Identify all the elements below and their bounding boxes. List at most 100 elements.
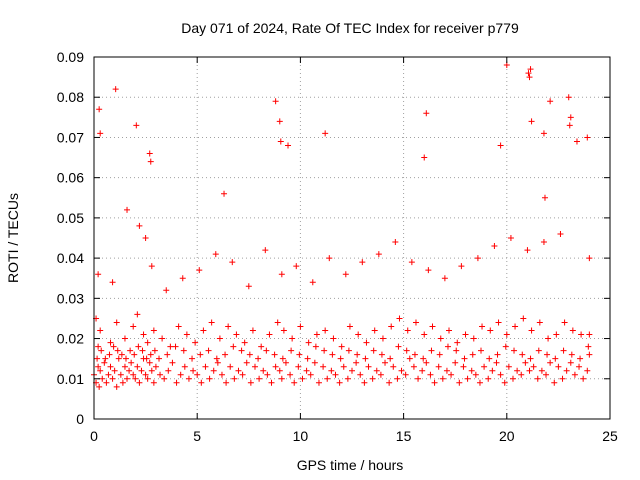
- data-point: [144, 375, 151, 382]
- data-point: [320, 363, 327, 370]
- data-point: [152, 363, 159, 370]
- data-point: [474, 255, 481, 262]
- y-tick-label: 0.09: [57, 49, 84, 65]
- data-point: [412, 319, 419, 326]
- data-point: [109, 279, 116, 286]
- data-point: [159, 335, 166, 342]
- data-point: [378, 351, 385, 358]
- data-point: [279, 355, 286, 362]
- data-point: [586, 255, 593, 262]
- data-point: [305, 339, 312, 346]
- data-point: [448, 371, 455, 378]
- data-point: [511, 347, 518, 354]
- data-point: [535, 347, 542, 354]
- data-point: [544, 351, 551, 358]
- data-point: [277, 138, 284, 145]
- data-point: [420, 355, 427, 362]
- x-tick-label: 10: [293, 428, 309, 444]
- data-point: [165, 367, 172, 374]
- data-point: [501, 379, 508, 386]
- data-point: [538, 367, 545, 374]
- data-point: [577, 355, 584, 362]
- data-point: [454, 339, 461, 346]
- data-point: [138, 367, 145, 374]
- data-point: [95, 343, 102, 350]
- data-point: [295, 363, 302, 370]
- data-point: [132, 375, 139, 382]
- data-point: [387, 355, 394, 362]
- chart-title: Day 071 of 2024, Rate Of TEC Index for r…: [181, 20, 519, 36]
- data-point: [528, 118, 535, 125]
- data-point: [553, 331, 560, 338]
- data-point: [212, 251, 219, 258]
- data-point: [272, 363, 279, 370]
- data-point: [131, 351, 138, 358]
- data-point: [370, 347, 377, 354]
- data-point: [309, 279, 316, 286]
- data-point: [557, 230, 564, 237]
- data-point: [285, 142, 292, 149]
- data-point: [462, 331, 469, 338]
- data-point: [428, 347, 435, 354]
- data-points: [91, 62, 593, 390]
- data-point: [97, 327, 104, 334]
- data-point: [560, 347, 567, 354]
- data-point: [423, 110, 430, 117]
- data-point: [121, 363, 128, 370]
- data-point: [578, 331, 585, 338]
- data-point: [530, 363, 537, 370]
- data-point: [359, 259, 366, 266]
- data-point: [289, 335, 296, 342]
- data-point: [175, 323, 182, 330]
- y-tick-label: 0.05: [57, 210, 84, 226]
- data-point: [431, 379, 438, 386]
- data-point: [509, 375, 516, 382]
- y-tick-label: 0.03: [57, 290, 84, 306]
- data-point: [163, 287, 170, 294]
- data-point: [143, 355, 150, 362]
- data-point: [221, 190, 228, 197]
- data-point: [280, 327, 287, 334]
- data-point: [353, 359, 360, 366]
- data-point: [410, 363, 417, 370]
- data-point: [147, 158, 154, 165]
- data-point: [264, 371, 271, 378]
- data-point: [436, 351, 443, 358]
- data-point: [97, 367, 104, 374]
- y-tick-label: 0.08: [57, 89, 84, 105]
- data-point: [238, 347, 245, 354]
- data-point: [502, 343, 509, 350]
- data-point: [456, 379, 463, 386]
- data-point: [313, 331, 320, 338]
- data-point: [245, 283, 252, 290]
- data-point: [534, 375, 541, 382]
- data-point: [146, 150, 153, 157]
- data-point: [444, 343, 451, 350]
- data-point: [96, 383, 103, 390]
- data-point: [139, 347, 146, 354]
- data-point: [231, 375, 238, 382]
- data-point: [408, 259, 415, 266]
- data-point: [559, 375, 566, 382]
- data-point: [375, 251, 382, 258]
- data-point: [355, 331, 362, 338]
- data-point: [345, 347, 352, 354]
- data-point: [135, 343, 142, 350]
- data-point: [396, 315, 403, 322]
- data-point: [167, 343, 174, 350]
- data-point: [214, 359, 221, 366]
- data-point: [105, 371, 112, 378]
- data-point: [247, 379, 254, 386]
- data-point: [332, 371, 339, 378]
- data-point: [338, 343, 345, 350]
- data-point: [266, 331, 273, 338]
- data-point: [136, 222, 143, 229]
- data-point: [468, 367, 475, 374]
- y-axis-label: ROTI / TECUs: [5, 193, 21, 283]
- data-point: [437, 335, 444, 342]
- data-point: [398, 367, 405, 374]
- data-point: [453, 347, 460, 354]
- data-point: [503, 331, 510, 338]
- data-point: [346, 323, 353, 330]
- data-point: [200, 327, 207, 334]
